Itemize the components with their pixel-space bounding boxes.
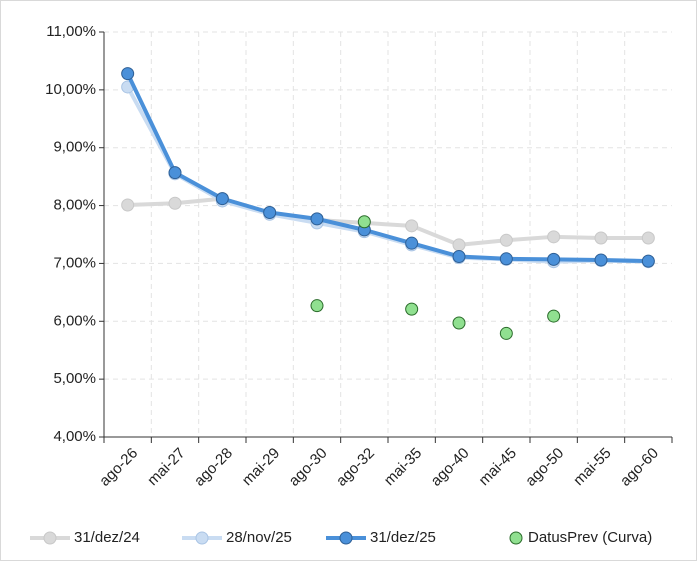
data-point [499,326,513,340]
series-line [127,196,649,247]
y-tick-label: 9,00% [53,139,96,156]
legend-marker [195,531,209,545]
legend-label: 28/nov/25 [226,529,292,546]
legend-label: DatusPrev (Curva) [528,529,652,546]
y-tick-label: 5,00% [53,370,96,387]
data-point [405,219,419,233]
y-tick-label: 8,00% [53,197,96,214]
data-point [310,212,324,226]
data-point [499,252,513,266]
data-point [547,230,561,244]
data-point [263,206,277,220]
y-tick-label: 6,00% [53,312,96,329]
data-point [594,231,608,245]
data-point [215,192,229,206]
data-point [641,254,655,268]
data-point [405,302,419,316]
legend-label: 31/dez/25 [370,529,436,546]
data-point [452,238,466,252]
y-tick-label: 11,00% [46,23,96,40]
y-tick-label: 10,00% [45,81,96,98]
data-point [499,233,513,247]
data-point [405,236,419,250]
data-point [121,198,135,212]
legend-marker [509,531,523,545]
series-line [125,72,649,264]
data-point [452,249,466,263]
legend-marker [339,531,353,545]
y-tick-label: 7,00% [53,254,96,271]
data-point [547,252,561,266]
data-point [594,253,608,267]
y-tick-label: 4,00% [53,428,96,445]
data-point [641,231,655,245]
data-point [357,215,371,229]
legend-marker [43,531,57,545]
data-point [310,299,324,313]
data-point [452,316,466,330]
data-point [168,196,182,210]
data-point [168,166,182,180]
data-point [121,67,135,81]
data-point [547,309,561,323]
legend-label: 31/dez/24 [74,529,140,546]
